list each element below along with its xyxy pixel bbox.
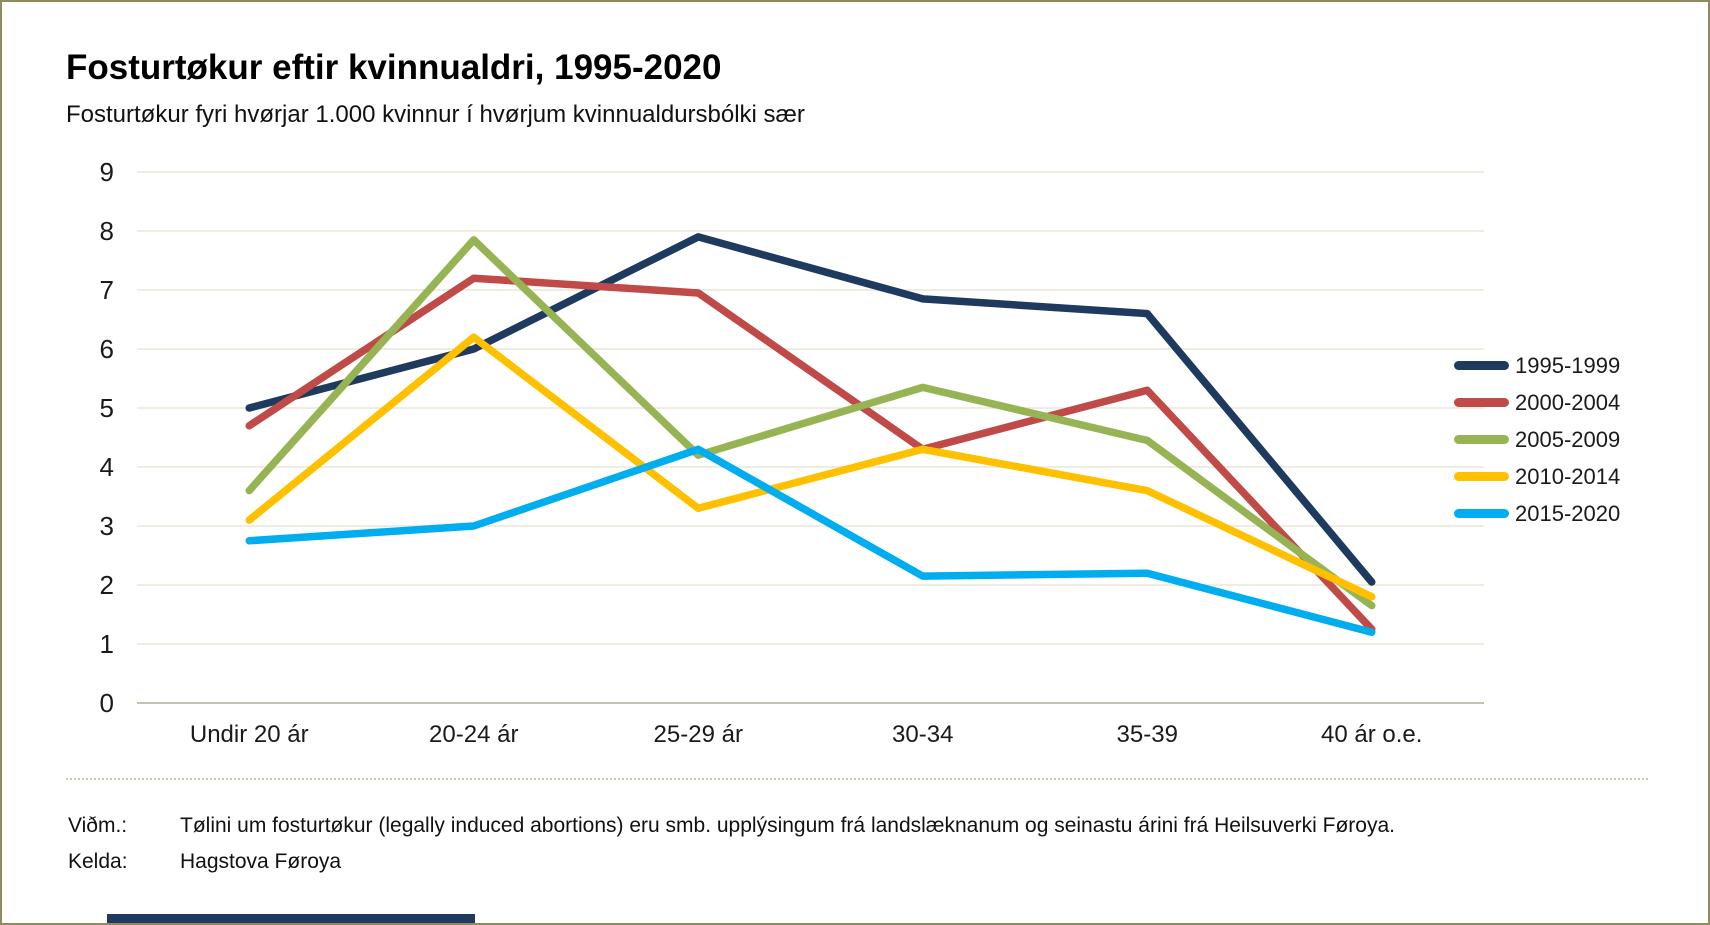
y-axis-tick-label: 1 — [100, 629, 114, 659]
series-line-2015-2020 — [245, 445, 1376, 636]
x-axis-tick-label: 30-34 — [892, 721, 953, 748]
footnote-row: Viðm.: Tølini um fosturtøkur (legally in… — [68, 814, 1395, 838]
x-axis-tick-label: Undir 20 ár — [190, 721, 309, 748]
y-axis-tick-label: 8 — [100, 216, 114, 246]
y-axis-tick-label: 7 — [100, 275, 114, 305]
bottom-bar — [107, 914, 475, 923]
y-axis-tick-label: 6 — [100, 334, 114, 364]
x-axis-tick-label: 40 ár o.e. — [1321, 721, 1422, 748]
legend-swatch — [1454, 398, 1509, 407]
series-line-2010-2014 — [245, 333, 1376, 601]
legend-label: 2005-2009 — [1515, 426, 1621, 452]
legend-swatch — [1454, 435, 1509, 444]
source-text: Hagstova Føroya — [180, 850, 342, 873]
legend-label: 1995-1999 — [1515, 352, 1621, 378]
footer-separator — [66, 778, 1648, 780]
y-axis-tick-label: 4 — [100, 452, 114, 482]
y-axis-tick-label: 3 — [100, 511, 114, 541]
legend-swatch — [1454, 509, 1509, 518]
legend-item-1995-1999: 1995-1999 — [1454, 352, 1621, 378]
footnote-label: Viðm.: — [68, 814, 128, 837]
legend-swatch — [1454, 361, 1509, 370]
series-line-2005-2009 — [245, 236, 1376, 610]
chart-title: Fosturtøkur eftir kvinnualdri, 1995-2020 — [66, 48, 722, 87]
y-axis-tick-label: 0 — [100, 688, 114, 718]
legend-item-2010-2014: 2010-2014 — [1454, 463, 1621, 489]
legend-item-2000-2004: 2000-2004 — [1454, 389, 1621, 415]
legend-label: 2015-2020 — [1515, 500, 1621, 526]
legend-item-2005-2009: 2005-2009 — [1454, 426, 1621, 452]
legend-item-2015-2020: 2015-2020 — [1454, 500, 1621, 526]
footnote-text: Tølini um fosturtøkur (legally induced a… — [180, 814, 1395, 837]
source-label: Kelda: — [68, 850, 128, 873]
legend-swatch — [1454, 472, 1509, 481]
x-axis-tick-label: 25-29 ár — [654, 721, 743, 748]
line-chart-plot: 0 1 2 3 4 5 6 7 8 9 Undir 20 ár 20-24 ár 25-29 ár 30-… — [100, 157, 1484, 748]
x-axis-tick-label: 35-39 — [1117, 721, 1178, 748]
y-axis-tick-label: 5 — [100, 393, 114, 423]
legend-label: 2010-2014 — [1515, 463, 1621, 489]
series-line-2000-2004 — [245, 274, 1376, 633]
y-axis-tick-label: 2 — [100, 570, 114, 600]
y-axis-tick-label: 9 — [100, 157, 114, 187]
x-axis-tick-label: 20-24 ár — [429, 721, 518, 748]
source-row: Kelda: Hagstova Føroya — [68, 850, 341, 874]
chart-legend: 1995-1999 2000-2004 2005-2009 2010-2014 2015… — [1454, 352, 1621, 526]
chart-subtitle: Fosturtøkur fyri hvørjar 1.000 kvinnur í… — [66, 101, 805, 128]
series-line-1995-1999 — [245, 233, 1376, 586]
legend-label: 2000-2004 — [1515, 389, 1621, 415]
